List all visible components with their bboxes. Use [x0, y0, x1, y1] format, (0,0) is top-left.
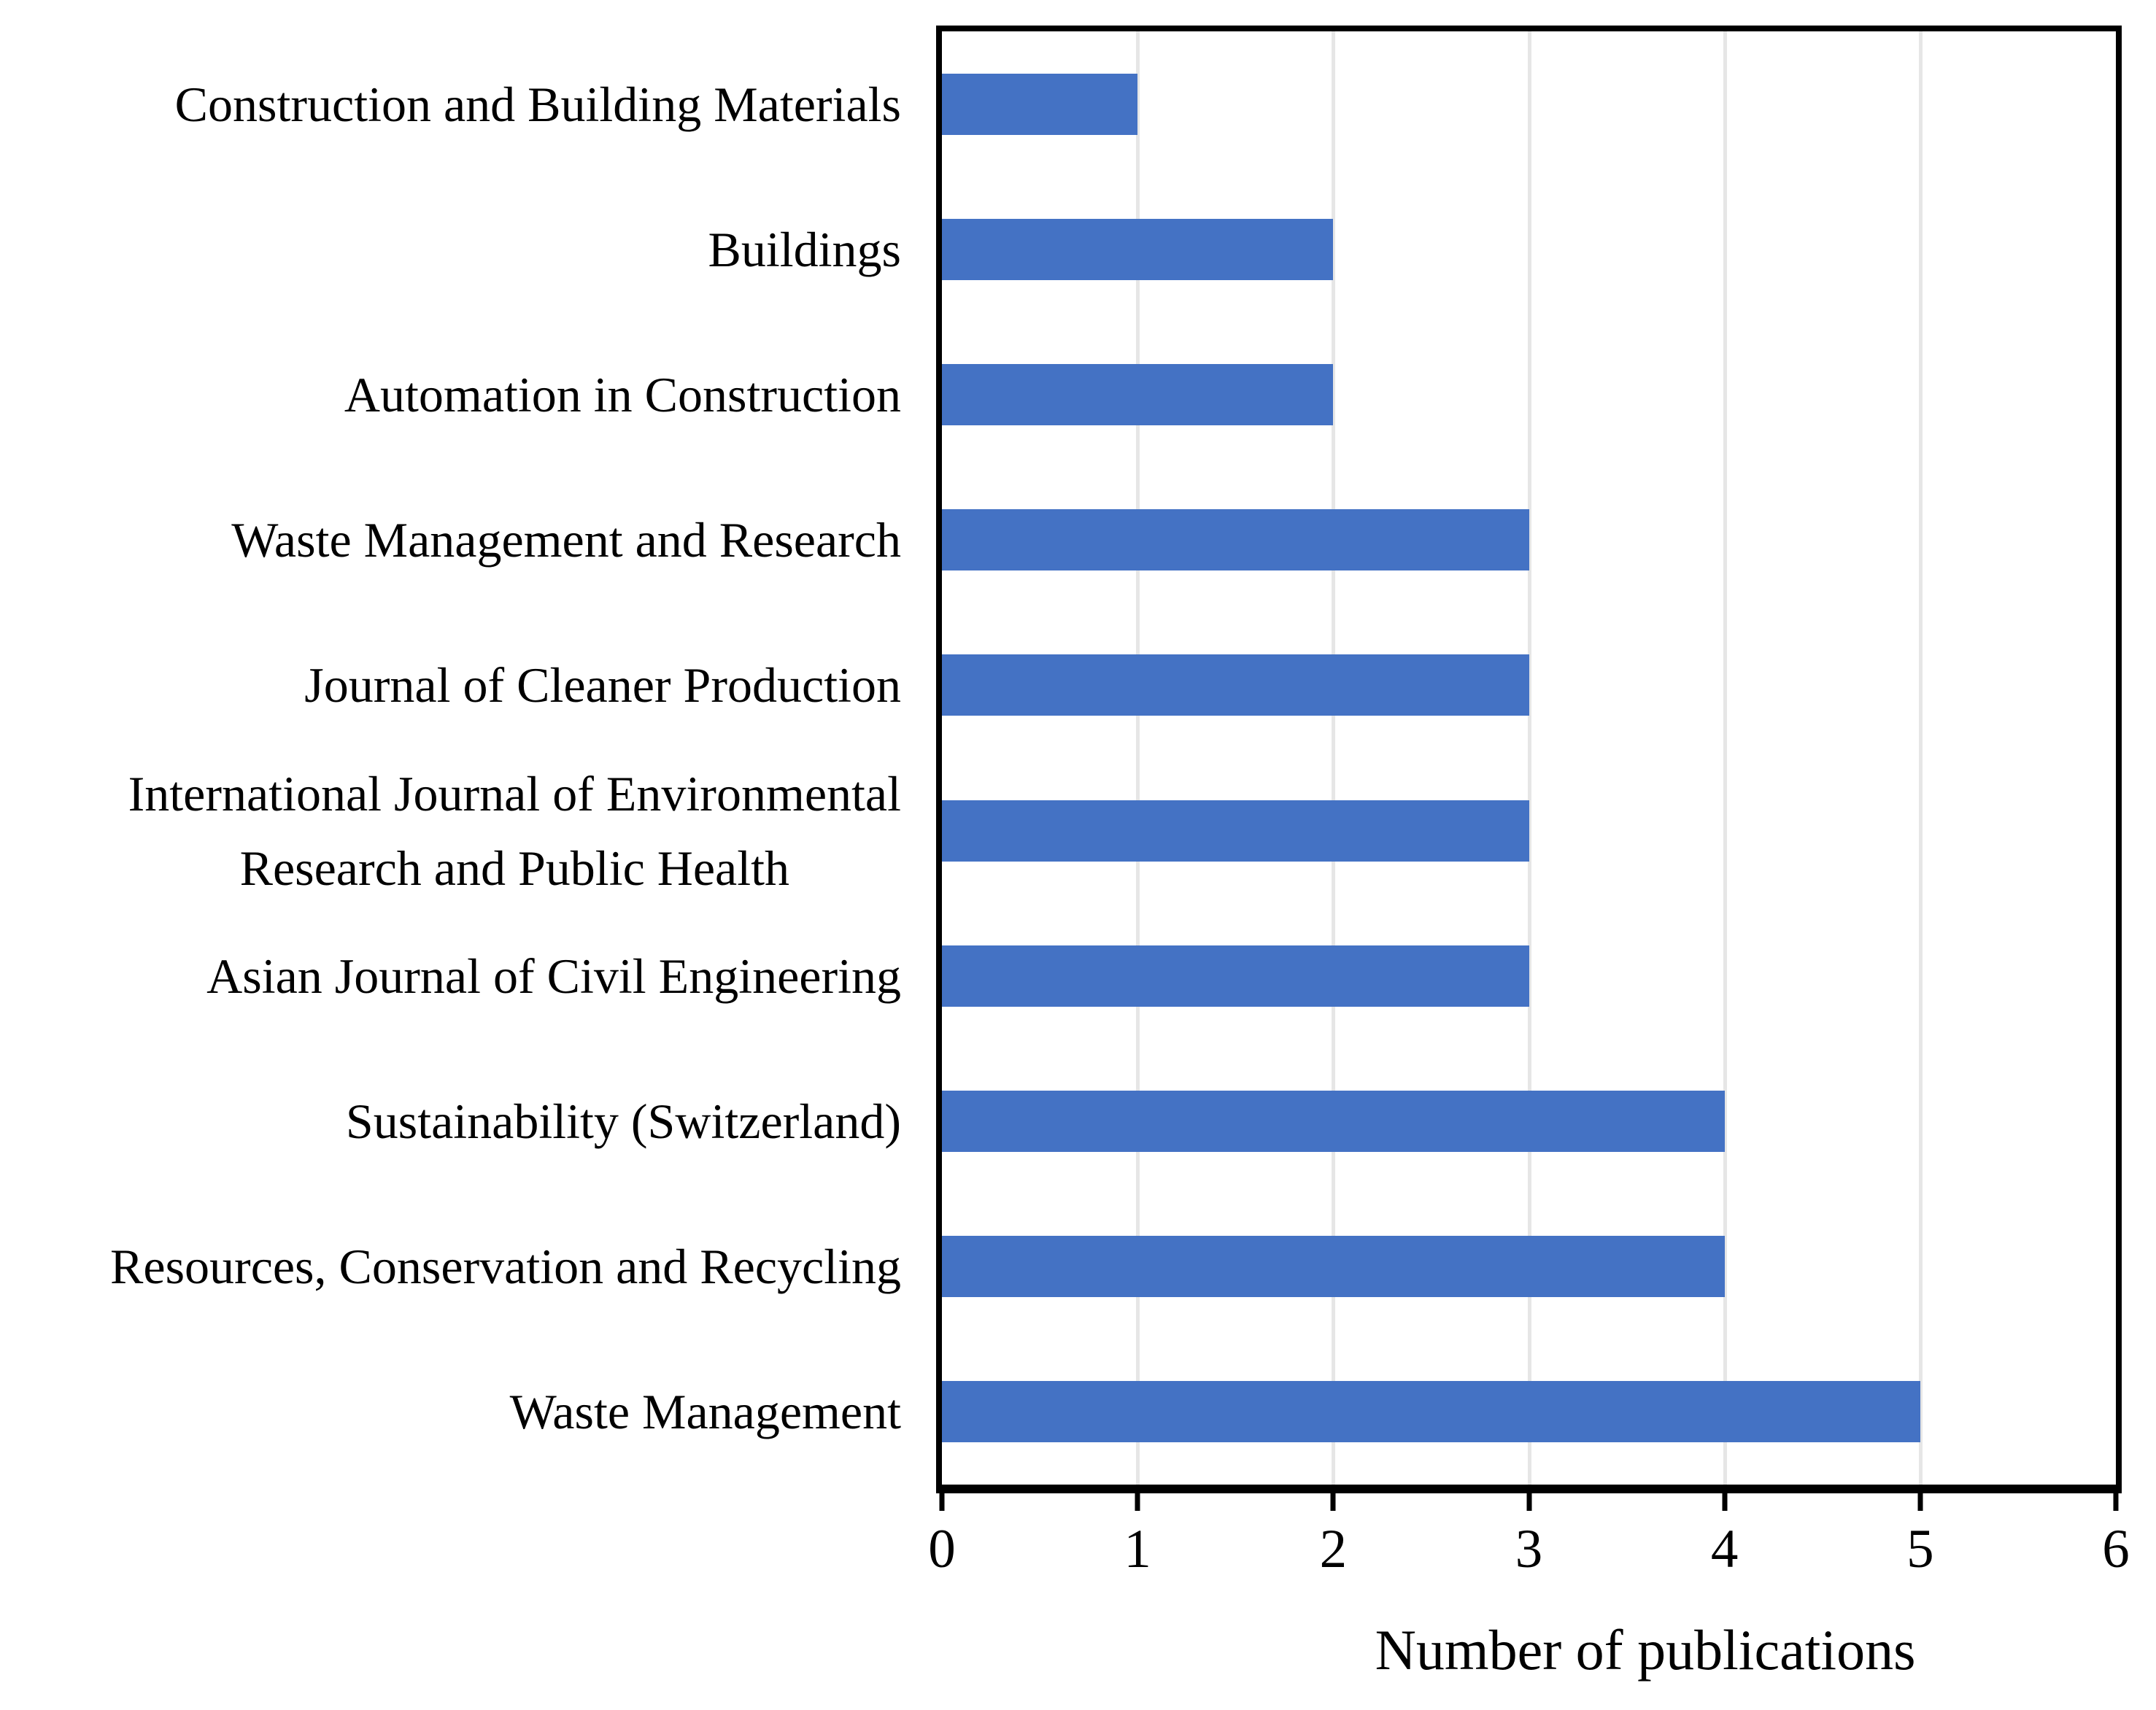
gridline: [1918, 31, 1923, 1485]
bar: [942, 1091, 1725, 1152]
x-axis: 0 1 2 3 4 5 6: [928, 1493, 2130, 1639]
x-tick-label: 2: [1319, 1519, 1348, 1579]
category-label: Construction and Building Materials: [174, 76, 901, 132]
x-tick-label: 4: [1710, 1519, 1739, 1579]
gridline: [1136, 31, 1140, 1485]
x-tick: [1917, 1493, 1923, 1511]
x-tick: [1135, 1493, 1140, 1511]
bar: [942, 1236, 1725, 1298]
x-axis-title: Number of publications: [1375, 1618, 1916, 1682]
category-label: Sustainability (Switzerland): [345, 1094, 901, 1149]
bar: [942, 945, 1529, 1007]
bar: [942, 364, 1334, 425]
bar: [942, 218, 1334, 280]
bar: [942, 509, 1529, 571]
x-tick: [939, 1493, 945, 1511]
x-tick: [1526, 1493, 1531, 1511]
x-tick-label: 5: [1906, 1519, 1934, 1579]
gridline: [1723, 31, 1727, 1485]
x-tick: [1722, 1493, 1728, 1511]
plot-inner-area: [942, 31, 2116, 1485]
bar: [942, 1381, 1920, 1443]
category-labels: Construction and Building Materials Build…: [0, 31, 901, 1485]
x-tick: [1330, 1493, 1336, 1511]
x-tick-label: 0: [928, 1519, 956, 1579]
plot-area: [936, 26, 2122, 1493]
category-label: Waste Management and Research: [231, 512, 901, 568]
x-tick-label: 3: [1515, 1519, 1543, 1579]
category-label: Buildings: [708, 221, 902, 277]
category-label: Asian Journal of Civil Engineering: [206, 948, 901, 1004]
bar: [942, 654, 1529, 716]
bar: [942, 73, 1138, 135]
category-label: International Journal of Environmental R…: [128, 765, 901, 896]
x-tick-label: 1: [1124, 1519, 1151, 1579]
gridline: [1332, 31, 1336, 1485]
bar: [942, 800, 1529, 862]
category-label: Resources, Conservation and Recycling: [110, 1239, 901, 1295]
gridline: [1527, 31, 1531, 1485]
x-tick-label: 6: [2102, 1519, 2130, 1579]
x-tick: [2113, 1493, 2119, 1511]
category-label: Automation in Construction: [344, 367, 901, 422]
category-label: Waste Management: [509, 1384, 901, 1440]
category-label: Journal of Cleaner Production: [304, 657, 901, 713]
